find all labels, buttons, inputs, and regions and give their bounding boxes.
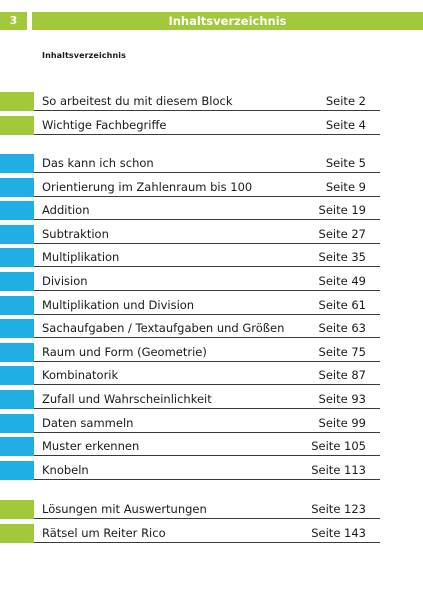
color-marker [0, 437, 34, 457]
color-marker [0, 460, 34, 480]
row-divider [34, 290, 380, 291]
toc-page-ref: Seite 105 [311, 439, 366, 454]
toc-topic: Raum und Form (Geometrie) [42, 344, 207, 359]
row-divider [34, 408, 380, 409]
toc-entry: Knobeln Seite 113 [0, 460, 380, 480]
row-divider [34, 384, 380, 386]
toc-page-ref: Seite 93 [318, 392, 366, 406]
toc-entry: Orientierung im Zahlenraum bis 100 Seite … [0, 177, 380, 197]
toc-entry: Sachaufgaben / Textaufgaben und Größen Se… [0, 319, 380, 339]
color-marker [0, 224, 34, 244]
row-divider [34, 360, 380, 362]
toc-entry: Division Seite 49 [0, 272, 380, 291]
toc-entry: Raum und Form (Geometrie) Seite 75 [0, 342, 380, 362]
toc-page-ref: Seite 49 [318, 274, 366, 288]
row-divider [34, 455, 380, 457]
row-divider [34, 431, 380, 433]
toc-entry: Daten sammeln Seite 99 [0, 413, 380, 433]
toc-entry: Das kann ich schon Seite 5 [0, 154, 380, 173]
toc-topic: Addition [42, 203, 90, 218]
toc-topic: Lösungen mit Auswertungen [42, 502, 207, 516]
toc-entry: Muster erkennen Seite 105 [0, 437, 380, 457]
toc-topic: Subtraktion [42, 226, 109, 241]
toc-entry: Zufall und Wahrscheinlichkeit Seite 93 [0, 390, 380, 409]
page-header: 3 Inhaltsverzeichnis [0, 12, 423, 30]
page-number: 3 [0, 12, 27, 30]
color-marker [0, 523, 34, 543]
toc-entry: Multiplikation und Division Seite 61 [0, 295, 380, 315]
row-divider [34, 337, 380, 339]
toc-topic: Multiplikation [42, 250, 120, 265]
color-marker [0, 500, 34, 519]
toc-page-ref: Seite 99 [318, 415, 366, 430]
color-marker [0, 177, 34, 197]
color-marker [0, 115, 34, 135]
color-marker [0, 413, 34, 433]
row-divider [34, 541, 380, 543]
toc-topic: Orientierung im Zahlenraum bis 100 [42, 179, 253, 194]
row-divider [34, 195, 380, 197]
toc-topic: Muster erkennen [42, 439, 140, 454]
toc-entry: Wichtige Fachbegriffe Seite 4 [0, 115, 380, 135]
color-marker [0, 272, 34, 291]
color-marker [0, 366, 34, 386]
toc-page-ref: Seite 61 [318, 297, 366, 312]
toc-page-ref: Seite 27 [318, 226, 366, 241]
toc-page-ref: Seite 113 [311, 462, 366, 477]
row-divider [34, 313, 380, 315]
row-divider [34, 172, 380, 173]
toc-topic: Zufall und Wahrscheinlichkeit [42, 392, 212, 406]
row-divider [34, 133, 380, 135]
row-divider [34, 219, 380, 221]
header-title: Inhaltsverzeichnis [32, 12, 423, 30]
toc-entry: Addition Seite 19 [0, 201, 380, 221]
toc-entry: Subtraktion Seite 27 [0, 224, 380, 244]
color-marker [0, 342, 34, 362]
toc-entry: So arbeitest du mit diesem Block Seite 2 [0, 92, 380, 111]
row-divider [34, 266, 380, 268]
toc-entry: Lösungen mit Auswertungen Seite 123 [0, 500, 380, 519]
color-marker [0, 390, 34, 409]
toc-page-ref: Seite 4 [325, 117, 366, 132]
toc-entry: Multiplikation Seite 35 [0, 248, 380, 268]
toc-subtitle: Inhaltsverzeichnis [42, 51, 126, 60]
toc-topic: Das kann ich schon [42, 156, 154, 170]
row-divider [34, 242, 380, 244]
color-marker [0, 248, 34, 268]
toc-topic: Sachaufgaben / Textaufgaben und Größen [42, 321, 285, 336]
row-divider [34, 110, 380, 111]
toc-page-ref: Seite 35 [318, 250, 366, 265]
toc-page-ref: Seite 9 [325, 179, 366, 194]
toc-topic: So arbeitest du mit diesem Block [42, 94, 233, 108]
toc-topic: Daten sammeln [42, 415, 134, 430]
toc-topic: Knobeln [42, 462, 89, 477]
toc-topic: Wichtige Fachbegriffe [42, 117, 167, 132]
toc-topic: Division [42, 274, 88, 288]
toc-entry: Kombinatorik Seite 87 [0, 366, 380, 386]
color-marker [0, 92, 34, 111]
toc-topic: Rätsel um Reiter Rico [42, 525, 166, 540]
toc-topic: Multiplikation und Division [42, 297, 195, 312]
toc-page-ref: Seite 75 [318, 344, 366, 359]
color-marker [0, 201, 34, 221]
color-marker [0, 319, 34, 339]
toc-page-ref: Seite 2 [325, 94, 366, 108]
toc-page-ref: Seite 87 [318, 368, 366, 383]
toc-entry: Rätsel um Reiter Rico Seite 143 [0, 523, 380, 543]
toc-page-ref: Seite 19 [318, 203, 366, 218]
row-divider [34, 518, 380, 519]
color-marker [0, 154, 34, 173]
toc-page-ref: Seite 63 [318, 321, 366, 336]
toc-page-ref: Seite 5 [325, 156, 366, 170]
color-marker [0, 295, 34, 315]
row-divider [34, 478, 380, 480]
toc-page-ref: Seite 123 [311, 502, 366, 516]
toc-page-ref: Seite 143 [311, 525, 366, 540]
toc-topic: Kombinatorik [42, 368, 119, 383]
